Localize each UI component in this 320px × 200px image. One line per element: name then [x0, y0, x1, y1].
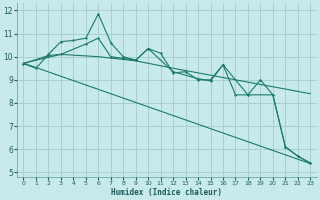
X-axis label: Humidex (Indice chaleur): Humidex (Indice chaleur)	[111, 188, 222, 197]
